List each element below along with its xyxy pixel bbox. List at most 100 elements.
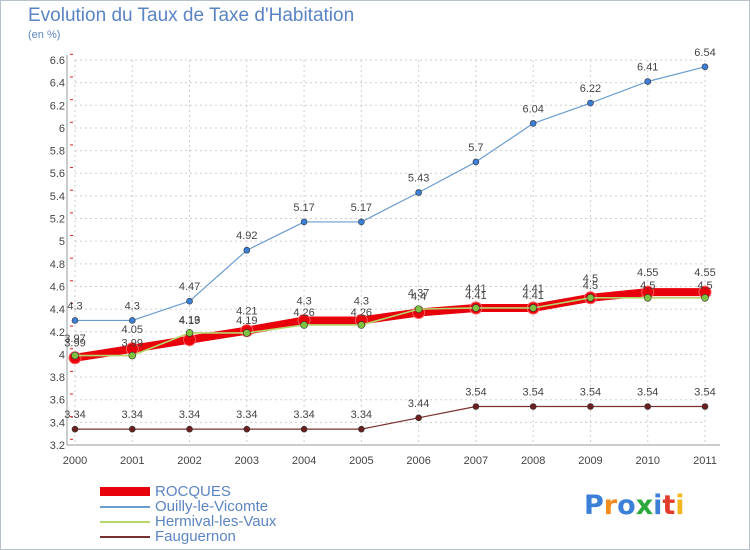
data-point — [357, 321, 366, 329]
data-point — [358, 218, 365, 226]
x-tick-label: 2000 — [63, 455, 87, 467]
data-label: 4.41 — [465, 290, 486, 302]
data-point — [587, 403, 594, 410]
data-point — [701, 63, 709, 71]
data-point — [472, 304, 480, 312]
legend-label: Fauguernon — [155, 528, 236, 545]
data-point — [529, 403, 537, 410]
logo-letter: t — [662, 490, 676, 521]
logo-letter: P — [584, 490, 604, 521]
x-tick-label: 2005 — [349, 455, 373, 467]
data-label: 4.5 — [640, 280, 655, 292]
data-label: 4.3 — [354, 295, 369, 307]
data-point — [358, 425, 365, 433]
legend-label: Ouilly-le-Vicomte — [155, 498, 269, 515]
data-label: 4.41 — [522, 283, 543, 295]
y-tick-label: 6.4 — [50, 78, 65, 90]
legend-label: Hermival-les-Vaux — [155, 513, 277, 530]
data-label: 3.99 — [122, 338, 143, 350]
data-label: 4.05 — [122, 324, 143, 336]
y-tick-label: 4.2 — [50, 327, 65, 339]
x-tick-label: 2004 — [292, 455, 316, 467]
data-point — [644, 403, 652, 410]
y-tick-label: 5.8 — [50, 146, 65, 158]
data-label: 4.19 — [236, 315, 257, 327]
data-label: 4.26 — [351, 307, 372, 319]
y-tick-label: 4.6 — [50, 281, 65, 293]
data-label: 4.5 — [697, 280, 712, 292]
data-label: 3.34 — [122, 409, 143, 421]
data-label: 6.22 — [580, 83, 601, 95]
series-line-2 — [74, 296, 706, 357]
x-tick-label: 2003 — [235, 455, 259, 467]
data-label: 3.99 — [64, 338, 85, 350]
data-point — [128, 351, 137, 360]
y-tick-label: 3.2 — [50, 440, 65, 452]
data-label: 6.41 — [637, 62, 658, 74]
data-point — [71, 425, 79, 433]
data-point — [300, 218, 308, 226]
x-tick-label: 2011 — [693, 455, 717, 467]
data-label: 3.34 — [293, 409, 314, 421]
proxiti-logo: Proxiti — [584, 490, 685, 521]
data-point — [414, 305, 423, 313]
data-point — [128, 317, 136, 324]
data-point — [186, 297, 193, 305]
data-label: 4.41 — [522, 290, 543, 302]
data-label: 5.17 — [293, 202, 314, 214]
logo-letter: r — [603, 490, 618, 521]
x-tick-label: 2008 — [521, 455, 545, 467]
y-tick-label: 5.4 — [50, 191, 65, 203]
data-label: 4.3 — [125, 300, 140, 312]
grid-lines — [74, 59, 706, 446]
x-tick-label: 2007 — [464, 455, 488, 467]
legend-swatch-fauguernon — [100, 536, 150, 538]
data-label: 3.34 — [351, 409, 372, 421]
data-point — [300, 425, 308, 433]
data-point — [243, 329, 251, 337]
legend-swatch-rocques — [100, 487, 150, 496]
data-point — [185, 329, 194, 337]
data-point — [643, 293, 652, 302]
y-tick-label: 5 — [59, 236, 65, 248]
data-label: 3.54 — [694, 387, 715, 399]
data-label: 4.55 — [694, 267, 715, 279]
series-line-0 — [71, 288, 709, 362]
data-label: 4.21 — [236, 306, 257, 318]
logo-letter: i — [675, 490, 685, 521]
logo-letter: o — [617, 490, 636, 521]
data-label: 4.19 — [179, 315, 200, 327]
data-point — [186, 425, 193, 433]
chart-title: Evolution du Taux de Taxe d'Habitation — [28, 5, 355, 26]
data-point — [529, 120, 537, 127]
data-point — [71, 317, 79, 324]
y-tick-label: 6 — [59, 123, 65, 135]
data-labels: 3.974.054.134.214.3 4.34.37 4.41 4.414.5 4.5… — [64, 47, 715, 421]
series-line-1 — [74, 66, 706, 322]
y-tick-label: 6.6 — [50, 55, 65, 67]
data-label: 3.34 — [236, 409, 257, 421]
data-label: 3.34 — [64, 409, 85, 421]
data-label: 4.5 — [583, 280, 598, 292]
data-label: 3.34 — [179, 409, 200, 421]
data-point — [701, 293, 709, 302]
data-label: 3.54 — [580, 387, 601, 399]
x-tick-label: 2002 — [177, 455, 201, 467]
data-point — [71, 351, 79, 360]
data-label: 3.44 — [408, 398, 429, 410]
data-point — [415, 414, 422, 422]
data-label: 6.04 — [522, 103, 543, 115]
y-tick-label: 4.4 — [50, 304, 65, 316]
data-point — [128, 425, 136, 433]
data-point — [243, 246, 251, 254]
axes: 3.2 3.4 3.6 3.8 4 4.2 4.4 4.6 4.8 5 5.2 5.4 5.6 5.8 6 6… — [50, 53, 720, 467]
series-lines — [68, 63, 712, 433]
data-label: 3.54 — [522, 387, 543, 399]
data-point — [472, 403, 480, 410]
data-label: 4.3 — [67, 300, 82, 312]
data-label: 4.55 — [637, 267, 658, 279]
data-point — [300, 321, 308, 329]
y-tick-label: 4.8 — [50, 259, 65, 271]
y-tick-label: 3.8 — [50, 372, 65, 384]
